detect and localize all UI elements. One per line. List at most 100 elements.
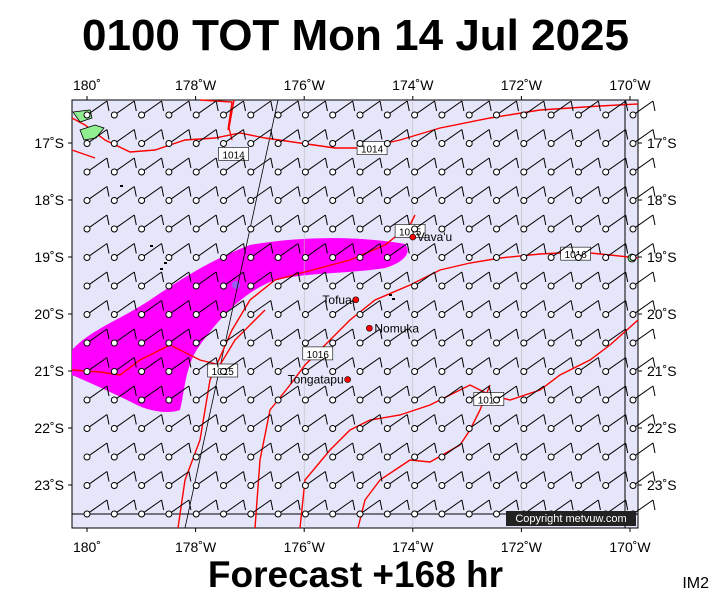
barb-feather bbox=[270, 471, 274, 482]
barb-station bbox=[220, 482, 227, 489]
barb-feather bbox=[352, 243, 356, 254]
wind-barb bbox=[629, 471, 656, 489]
barb-shaft bbox=[280, 271, 299, 285]
wind-barb bbox=[493, 499, 519, 518]
wind-barb bbox=[138, 499, 165, 518]
barb-feather bbox=[161, 186, 165, 197]
barb-feather bbox=[215, 357, 219, 368]
barb-feather bbox=[243, 471, 246, 482]
barb-shaft bbox=[198, 442, 217, 456]
wind-barb bbox=[438, 129, 465, 147]
barb-station bbox=[274, 140, 282, 147]
barb-feather bbox=[243, 499, 246, 511]
wind-barb bbox=[83, 385, 110, 404]
barb-station bbox=[329, 510, 337, 518]
wind-barb bbox=[356, 328, 383, 347]
barb-feather bbox=[516, 157, 519, 169]
barb-station bbox=[411, 339, 419, 347]
barb-shaft bbox=[526, 385, 545, 399]
barb-shaft bbox=[253, 100, 272, 114]
barb-station bbox=[301, 311, 309, 318]
barb-shaft bbox=[498, 471, 517, 485]
barb-station bbox=[383, 453, 391, 461]
wind-barb bbox=[356, 271, 383, 290]
barb-station bbox=[247, 225, 255, 233]
wind-barb bbox=[192, 243, 219, 261]
wind-barb bbox=[165, 100, 192, 119]
barb-feather bbox=[297, 157, 301, 169]
barb-shaft bbox=[635, 385, 654, 399]
barb-shaft bbox=[225, 214, 244, 228]
wind-barb bbox=[602, 357, 629, 375]
wind-barb bbox=[138, 442, 165, 461]
barb-station bbox=[629, 368, 637, 375]
barb-station bbox=[192, 339, 200, 347]
barb-station bbox=[83, 282, 91, 290]
wind-barb bbox=[493, 471, 519, 489]
barb-shaft bbox=[171, 328, 190, 342]
barb-shaft bbox=[143, 243, 162, 257]
barb-station bbox=[138, 282, 146, 290]
barb-shaft bbox=[253, 442, 272, 456]
barb-feather bbox=[270, 100, 274, 112]
barb-shaft bbox=[198, 129, 217, 143]
wind-barb bbox=[192, 186, 219, 204]
barb-station bbox=[438, 111, 446, 119]
wind-barb bbox=[110, 385, 137, 404]
barb-station bbox=[83, 225, 91, 233]
barb-shaft bbox=[498, 243, 517, 257]
wind-barb bbox=[465, 471, 492, 489]
barb-station bbox=[493, 282, 500, 290]
barb-station bbox=[438, 140, 446, 147]
barb-feather bbox=[161, 414, 165, 425]
barb-shaft bbox=[307, 300, 326, 314]
barb-station bbox=[465, 197, 473, 204]
lat-label-right: 18˚S bbox=[647, 192, 677, 208]
wind-barb bbox=[602, 100, 629, 119]
barb-station bbox=[138, 111, 146, 119]
barb-station bbox=[329, 282, 337, 290]
barb-station bbox=[411, 396, 419, 404]
wind-barb bbox=[301, 100, 328, 119]
barb-shaft bbox=[416, 129, 435, 143]
barb-feather bbox=[352, 499, 356, 511]
islet bbox=[164, 262, 167, 264]
wind-barb bbox=[602, 157, 629, 176]
barb-feather bbox=[188, 129, 192, 140]
wind-barb bbox=[602, 129, 629, 147]
wind-barb bbox=[274, 243, 301, 261]
barb-shaft bbox=[498, 300, 517, 314]
barb-feather bbox=[352, 414, 356, 425]
wind-barb bbox=[602, 328, 629, 347]
copyright-box: Copyright metvuw.com bbox=[506, 511, 636, 526]
barb-station bbox=[165, 254, 173, 261]
barb-shaft bbox=[389, 442, 408, 456]
wind-barb bbox=[411, 300, 438, 318]
barb-shaft bbox=[444, 186, 463, 200]
barb-feather bbox=[570, 243, 574, 254]
barb-station bbox=[574, 168, 582, 176]
wind-barb bbox=[411, 499, 438, 518]
barb-shaft bbox=[89, 243, 108, 257]
barb-shaft bbox=[444, 214, 463, 228]
barb-shaft bbox=[253, 271, 272, 285]
barb-shaft bbox=[89, 357, 108, 371]
barb-station bbox=[356, 111, 364, 119]
barb-feather bbox=[543, 414, 547, 425]
barb-station bbox=[247, 482, 255, 489]
barb-feather bbox=[324, 300, 328, 311]
barb-station bbox=[520, 140, 528, 147]
barb-shaft bbox=[334, 186, 353, 200]
barb-station bbox=[383, 254, 391, 261]
isobar-label-box bbox=[560, 246, 592, 261]
barb-feather bbox=[434, 186, 438, 197]
barb-station bbox=[329, 168, 337, 176]
barb-feather bbox=[543, 357, 547, 368]
wind-barb bbox=[165, 328, 192, 347]
barb-station bbox=[356, 339, 364, 347]
barb-station bbox=[629, 339, 637, 347]
wind-barb bbox=[356, 214, 383, 233]
barb-station bbox=[493, 254, 500, 261]
lat-label-left: 19˚S bbox=[34, 249, 64, 265]
barb-station bbox=[138, 254, 146, 261]
